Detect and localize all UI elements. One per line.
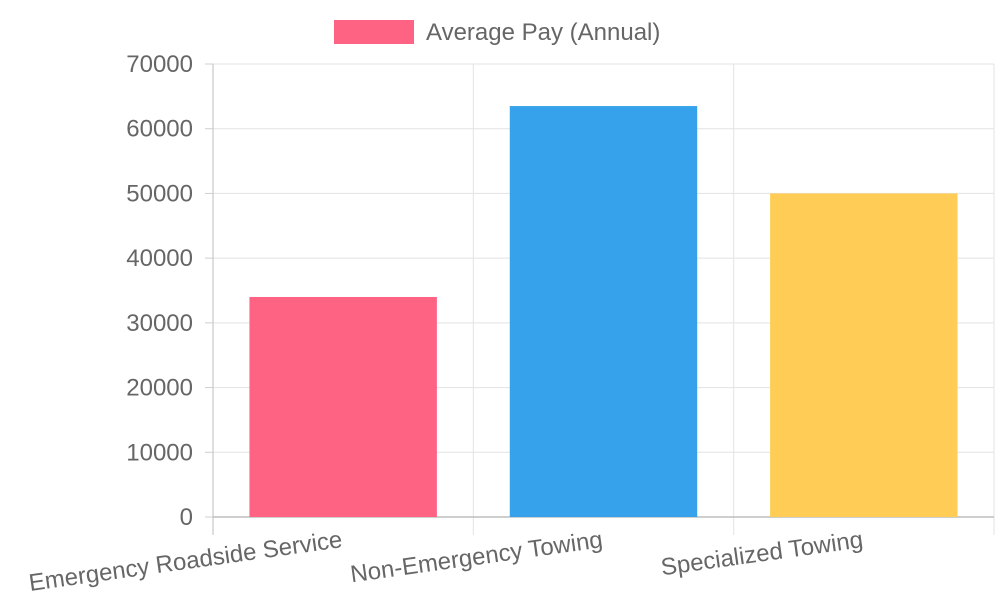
y-tick-label: 60000	[126, 116, 193, 143]
y-tick-label: 10000	[126, 439, 193, 466]
x-tick-label: Non-Emergency Towing	[349, 526, 605, 588]
x-tick-label: Emergency Roadside Service	[27, 526, 344, 597]
y-tick-label: 40000	[126, 245, 193, 272]
legend-label: Average Pay (Annual)	[426, 19, 660, 46]
bar[interactable]	[770, 193, 958, 517]
bar[interactable]	[509, 106, 698, 518]
y-tick-label: 0	[180, 504, 193, 531]
y-tick-label: 50000	[126, 180, 193, 207]
bars	[249, 106, 958, 518]
y-axis-tick-labels: 0 10000 20000 30000 40000 50000 60000 70000	[126, 51, 193, 531]
y-tick-label: 20000	[126, 375, 193, 402]
legend[interactable]: Average Pay (Annual)	[334, 19, 660, 46]
x-tick-label: Specialized Towing	[659, 526, 864, 581]
bar[interactable]	[249, 296, 437, 517]
y-tick-label: 70000	[126, 51, 193, 78]
legend-swatch	[334, 20, 414, 44]
x-axis-tick-labels: Emergency Roadside Service Non-Emergency …	[27, 526, 865, 597]
y-tick-label: 30000	[126, 310, 193, 337]
